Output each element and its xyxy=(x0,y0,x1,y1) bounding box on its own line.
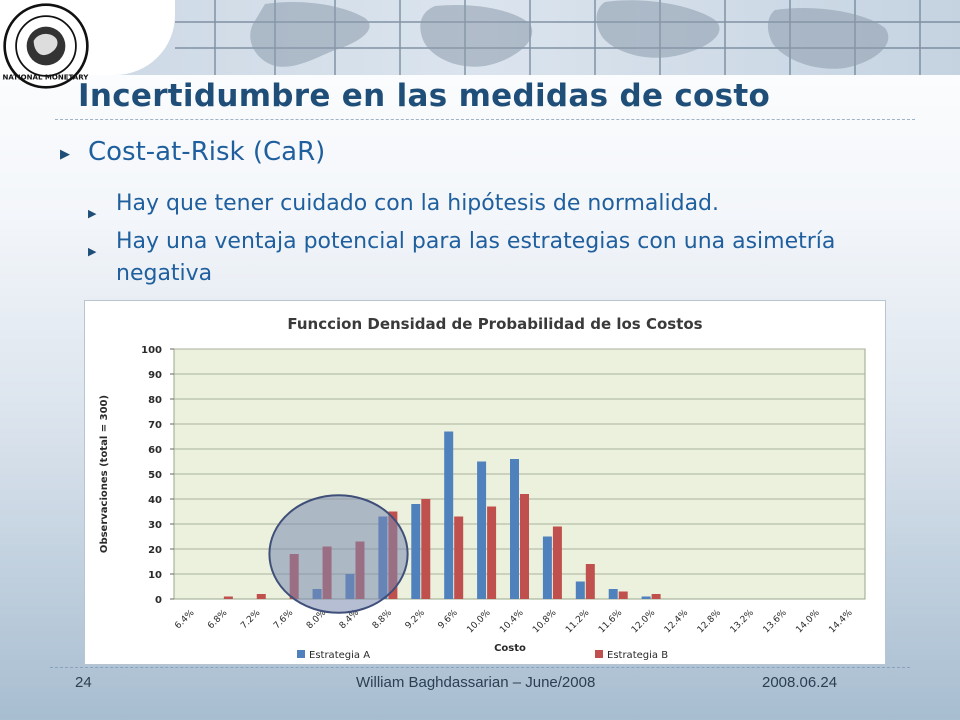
x-tick-label: 13.2% xyxy=(729,608,757,636)
y-tick-label: 30 xyxy=(148,520,162,531)
bar-a xyxy=(411,504,421,599)
x-tick-label: 11.2% xyxy=(564,608,592,636)
y-tick-label: 100 xyxy=(141,345,162,356)
y-tick-label: 90 xyxy=(148,370,162,381)
x-tick-label: 10.4% xyxy=(498,608,526,636)
imf-seal-icon: INTERNATIONAL MONETARY FUND xyxy=(2,3,90,89)
bar-b xyxy=(256,594,266,599)
highlight-ellipse xyxy=(268,494,409,614)
bar-a xyxy=(575,581,585,599)
triangle-right-icon: ▶ xyxy=(60,147,70,162)
bar-b xyxy=(651,594,661,599)
legend-label-b: Estrategia B xyxy=(607,650,668,661)
y-tick-label: 10 xyxy=(148,570,162,581)
legend-label-a: Estrategia A xyxy=(309,650,370,661)
x-tick-label: 9.6% xyxy=(437,608,461,632)
world-map-background xyxy=(175,0,960,75)
chart-title: Funccion Densidad de Probabilidad de los… xyxy=(287,315,702,333)
bar-a xyxy=(542,536,552,599)
bar-b xyxy=(520,494,529,599)
x-tick-label: 8.8% xyxy=(371,608,395,632)
footer-page-number: 24 xyxy=(75,674,92,691)
header-banner xyxy=(0,0,960,75)
bullet-level-1: ▶ Cost-at-Risk (CaR) xyxy=(60,137,325,167)
x-tick-label: 14.0% xyxy=(794,608,822,636)
y-tick-label: 40 xyxy=(148,495,162,506)
y-axis-label: Observaciones (total = 300) xyxy=(99,395,110,553)
bar-a xyxy=(444,431,454,599)
chart-container: Funccion Densidad de Probabilidad de los… xyxy=(84,300,886,665)
footer-divider xyxy=(50,667,910,668)
x-tick-label: 12.8% xyxy=(696,608,724,636)
x-tick-label: 13.6% xyxy=(762,608,790,636)
x-tick-label: 9.2% xyxy=(404,608,428,632)
x-tick-label: 11.6% xyxy=(597,608,625,636)
bar-a xyxy=(477,461,487,599)
bar-b xyxy=(421,499,431,599)
y-tick-label: 70 xyxy=(148,420,162,431)
imf-seal-text: INTERNATIONAL MONETARY FUND xyxy=(2,72,90,81)
bar-a xyxy=(608,589,618,599)
title-divider xyxy=(55,119,915,120)
x-axis-label: Costo xyxy=(494,643,526,654)
y-tick-label: 80 xyxy=(148,395,162,406)
x-tick-label: 7.6% xyxy=(272,608,296,632)
x-tick-label: 10.8% xyxy=(531,608,559,636)
bullet-text: Hay que tener cuidado con la hipótesis d… xyxy=(116,191,720,216)
x-tick-label: 12.4% xyxy=(663,608,691,636)
footer-author: William Baghdassarian – June/2008 xyxy=(356,674,596,691)
y-tick-label: 0 xyxy=(155,595,162,606)
bullet-level-2: ▶ Hay que tener cuidado con la hipótesis… xyxy=(88,188,878,230)
bullet-text: Hay una ventaja potencial para las estra… xyxy=(116,229,836,286)
bar-b xyxy=(223,596,233,599)
x-tick-label: 7.2% xyxy=(239,608,263,632)
bar-b xyxy=(618,591,628,599)
bar-b xyxy=(454,516,464,599)
y-tick-label: 50 xyxy=(148,470,162,481)
bar-b xyxy=(552,526,562,599)
legend-swatch-b xyxy=(595,650,603,658)
bullet-level-2: ▶ Hay una ventaja potencial para las est… xyxy=(88,226,878,290)
bar-b xyxy=(487,506,497,599)
bullet-text: Cost-at-Risk (CaR) xyxy=(88,137,326,167)
bar-a xyxy=(641,596,651,599)
bar-a xyxy=(510,459,519,599)
x-tick-label: 6.8% xyxy=(206,608,230,632)
page-title: Incertidumbre en las medidas de costo xyxy=(78,78,771,114)
x-tick-label: 6.4% xyxy=(173,608,197,632)
y-tick-label: 60 xyxy=(148,445,162,456)
legend-swatch-a xyxy=(297,650,305,658)
triangle-right-icon: ▶ xyxy=(88,207,97,220)
y-tick-label: 20 xyxy=(148,545,162,556)
footer-date: 2008.06.24 xyxy=(762,674,838,691)
x-tick-label: 10.0% xyxy=(465,608,493,636)
x-tick-label: 12.0% xyxy=(630,608,658,636)
triangle-right-icon: ▶ xyxy=(88,245,97,258)
bar-chart: Funccion Densidad de Probabilidad de los… xyxy=(99,315,866,661)
bar-b xyxy=(585,564,595,599)
x-tick-label: 14.4% xyxy=(827,608,855,636)
